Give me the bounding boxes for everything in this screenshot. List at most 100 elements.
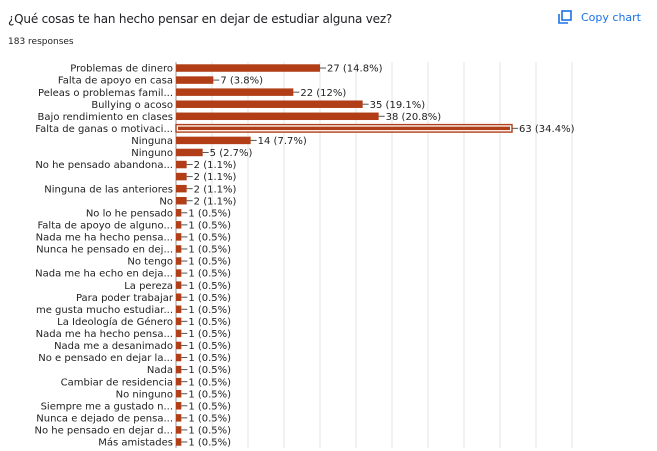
copy-chart-label: Copy chart — [581, 10, 641, 24]
value-label: 2 (1.1%) — [194, 196, 237, 207]
value-label: 1 (0.5%) — [188, 389, 231, 400]
value-label: 1 (0.5%) — [188, 317, 231, 328]
category-label: Siempre me a gustado n... — [41, 401, 173, 412]
value-label: 2 (1.1%) — [194, 184, 237, 195]
category-label: Bajo rendimiento en clases — [38, 112, 173, 123]
value-label: 1 (0.5%) — [188, 341, 231, 352]
value-label: 1 (0.5%) — [188, 329, 231, 340]
value-label: 35 (19.1%) — [370, 100, 426, 111]
bar — [176, 293, 182, 301]
value-label: 1 (0.5%) — [188, 305, 231, 316]
bar — [176, 365, 182, 374]
category-label: Más amistades — [98, 437, 173, 449]
value-label: 1 (0.5%) — [188, 269, 231, 280]
bar — [176, 184, 187, 193]
bar — [176, 160, 187, 169]
bar — [176, 233, 182, 241]
value-label: 27 (14.8%) — [327, 64, 383, 75]
chart-title: ¿Qué cosas te han hecho pensar en dejar … — [8, 12, 393, 26]
value-label: 1 (0.5%) — [188, 220, 231, 231]
value-label: 1 (0.5%) — [188, 401, 231, 412]
category-label: Falta de ganas o motivaci... — [35, 124, 173, 135]
value-label: 1 (0.5%) — [188, 257, 231, 268]
value-label: 2 (1.1%) — [194, 160, 237, 171]
category-label: Ninguna — [131, 136, 173, 147]
value-label: 1 (0.5%) — [188, 245, 231, 256]
category-label: me gusta mucho estudiar... — [36, 305, 173, 316]
bar — [176, 112, 379, 121]
category-label: Problemas de dinero — [70, 64, 173, 75]
category-label: Nada me ha hecho pensa... — [36, 233, 173, 244]
bar — [176, 245, 182, 253]
category-label: Nada me ha hecho pensa... — [36, 329, 173, 340]
category-label: Nada — [147, 365, 173, 376]
value-label: 1 (0.5%) — [188, 208, 231, 219]
bar — [176, 269, 182, 277]
copy-icon — [558, 10, 572, 24]
category-label: Bullying o acoso — [91, 100, 173, 111]
bar — [176, 172, 187, 181]
bar — [176, 305, 182, 314]
value-label: 63 (34.4%) — [519, 124, 575, 135]
value-label: 22 (12%) — [300, 88, 346, 99]
value-label: 14 (7.7%) — [258, 136, 307, 147]
response-count: 183 responses — [8, 37, 74, 47]
category-label: Cambiar de residencia — [61, 377, 173, 388]
bar — [176, 100, 363, 108]
category-label: La pereza — [124, 281, 173, 292]
category-label: No e pensado en dejar la... — [38, 353, 173, 364]
bar — [176, 209, 182, 217]
bar — [176, 281, 182, 289]
value-label: 1 (0.5%) — [188, 293, 231, 304]
bar — [176, 414, 182, 422]
value-label: 5 (2.7%) — [210, 148, 253, 159]
value-label: 1 (0.5%) — [188, 438, 231, 449]
category-label: Nada me ha echo en deja... — [35, 269, 173, 280]
value-label: 1 (0.5%) — [188, 233, 231, 244]
copy-chart-button[interactable]: Copy chart — [558, 10, 641, 24]
category-label: Nunca e dejado de pensa... — [36, 413, 173, 424]
value-label: 1 (0.5%) — [188, 281, 231, 292]
bar — [176, 257, 182, 265]
bar — [176, 402, 182, 410]
bar — [176, 136, 251, 145]
category-label: Nada me a desanimado — [54, 341, 173, 352]
category-label: Peleas o problemas famil... — [38, 88, 173, 99]
bar — [176, 426, 182, 434]
category-label: Ninguna de las anteriores — [44, 184, 173, 195]
category-label: Ninguno — [131, 148, 173, 159]
value-label: 38 (20.8%) — [386, 112, 442, 123]
category-label: No he pensado abandona... — [35, 160, 173, 171]
bar — [176, 196, 187, 205]
bar — [176, 64, 320, 72]
category-label: Falta de apoyo de alguno... — [37, 220, 173, 231]
category-label: No tengo — [127, 257, 173, 268]
category-label: No he pensado en dejar d... — [34, 426, 173, 437]
category-label: Nunca he pensado en dej... — [36, 245, 173, 256]
bar — [176, 317, 182, 326]
value-label: 1 (0.5%) — [188, 413, 231, 424]
bar-inner — [178, 126, 510, 131]
category-label: Para poder trabajar — [76, 293, 174, 304]
bar — [176, 88, 294, 96]
category-label: No ninguno — [116, 389, 173, 400]
bar — [176, 76, 214, 84]
bar — [176, 341, 182, 350]
bar — [176, 377, 182, 386]
value-label: 1 (0.5%) — [188, 377, 231, 388]
value-label: 1 (0.5%) — [188, 426, 231, 437]
category-label: No — [159, 196, 173, 207]
bar — [176, 221, 182, 229]
value-label: 2 (1.1%) — [194, 172, 237, 183]
category-label: No lo he pensado — [86, 208, 173, 219]
category-label: La Ideología de Género — [57, 316, 173, 328]
value-label: 1 (0.5%) — [188, 365, 231, 376]
bar — [176, 148, 203, 157]
category-label: Falta de apoyo en casa — [58, 76, 173, 87]
value-label: 7 (3.8%) — [220, 76, 263, 87]
bar — [176, 329, 182, 338]
value-label: 1 (0.5%) — [188, 353, 231, 364]
bar — [176, 438, 182, 446]
bar — [176, 353, 182, 362]
